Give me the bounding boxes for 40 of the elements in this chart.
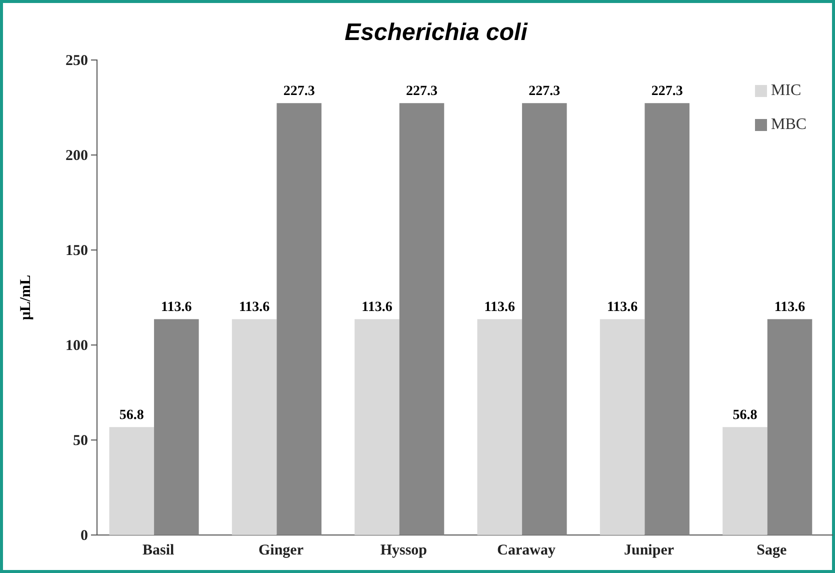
data-label: 113.6 (774, 300, 806, 316)
legend-label: MBC (771, 116, 807, 133)
data-label: 227.3 (651, 84, 683, 100)
data-label: 113.6 (161, 300, 192, 316)
data-label: 113.6 (238, 300, 270, 316)
data-label: 113.6 (484, 300, 516, 316)
bar (399, 103, 444, 535)
bar (522, 103, 567, 535)
y-axis-title: µL/mL (18, 274, 34, 320)
y-tick-label: 100 (66, 338, 88, 354)
x-tick-label: Ginger (258, 542, 304, 558)
data-label: 56.8 (732, 408, 758, 424)
y-tick-label: 150 (66, 242, 88, 259)
x-tick-label: Caraway (497, 542, 556, 558)
y-tick-label: 0 (80, 528, 88, 544)
bar (276, 103, 322, 535)
data-label: 227.3 (406, 84, 438, 100)
x-tick-label: Basil (142, 542, 174, 558)
x-tick-label: Sage (756, 542, 788, 558)
bar (600, 319, 645, 535)
y-tick-label: 200 (66, 148, 88, 164)
legend-label: MIC (771, 82, 802, 99)
data-label: 227.3 (528, 84, 560, 100)
bar (232, 319, 277, 535)
bar (477, 319, 522, 535)
data-label: 227.3 (283, 84, 315, 100)
bar (154, 319, 199, 535)
data-label: 56.8 (119, 408, 144, 424)
chart-title: Escherichia coli (344, 19, 529, 46)
y-tick-label: 50 (73, 432, 88, 449)
data-label: 113.6 (606, 300, 638, 316)
bar (644, 103, 690, 535)
bar (722, 427, 768, 535)
data-label: 113.6 (362, 300, 392, 316)
x-tick-label: Hyssop (380, 542, 428, 558)
y-tick-label: 250 (66, 52, 88, 69)
x-tick-label: Juniper (624, 542, 674, 558)
bar (354, 319, 400, 535)
bar (767, 319, 812, 535)
bar (109, 427, 154, 535)
